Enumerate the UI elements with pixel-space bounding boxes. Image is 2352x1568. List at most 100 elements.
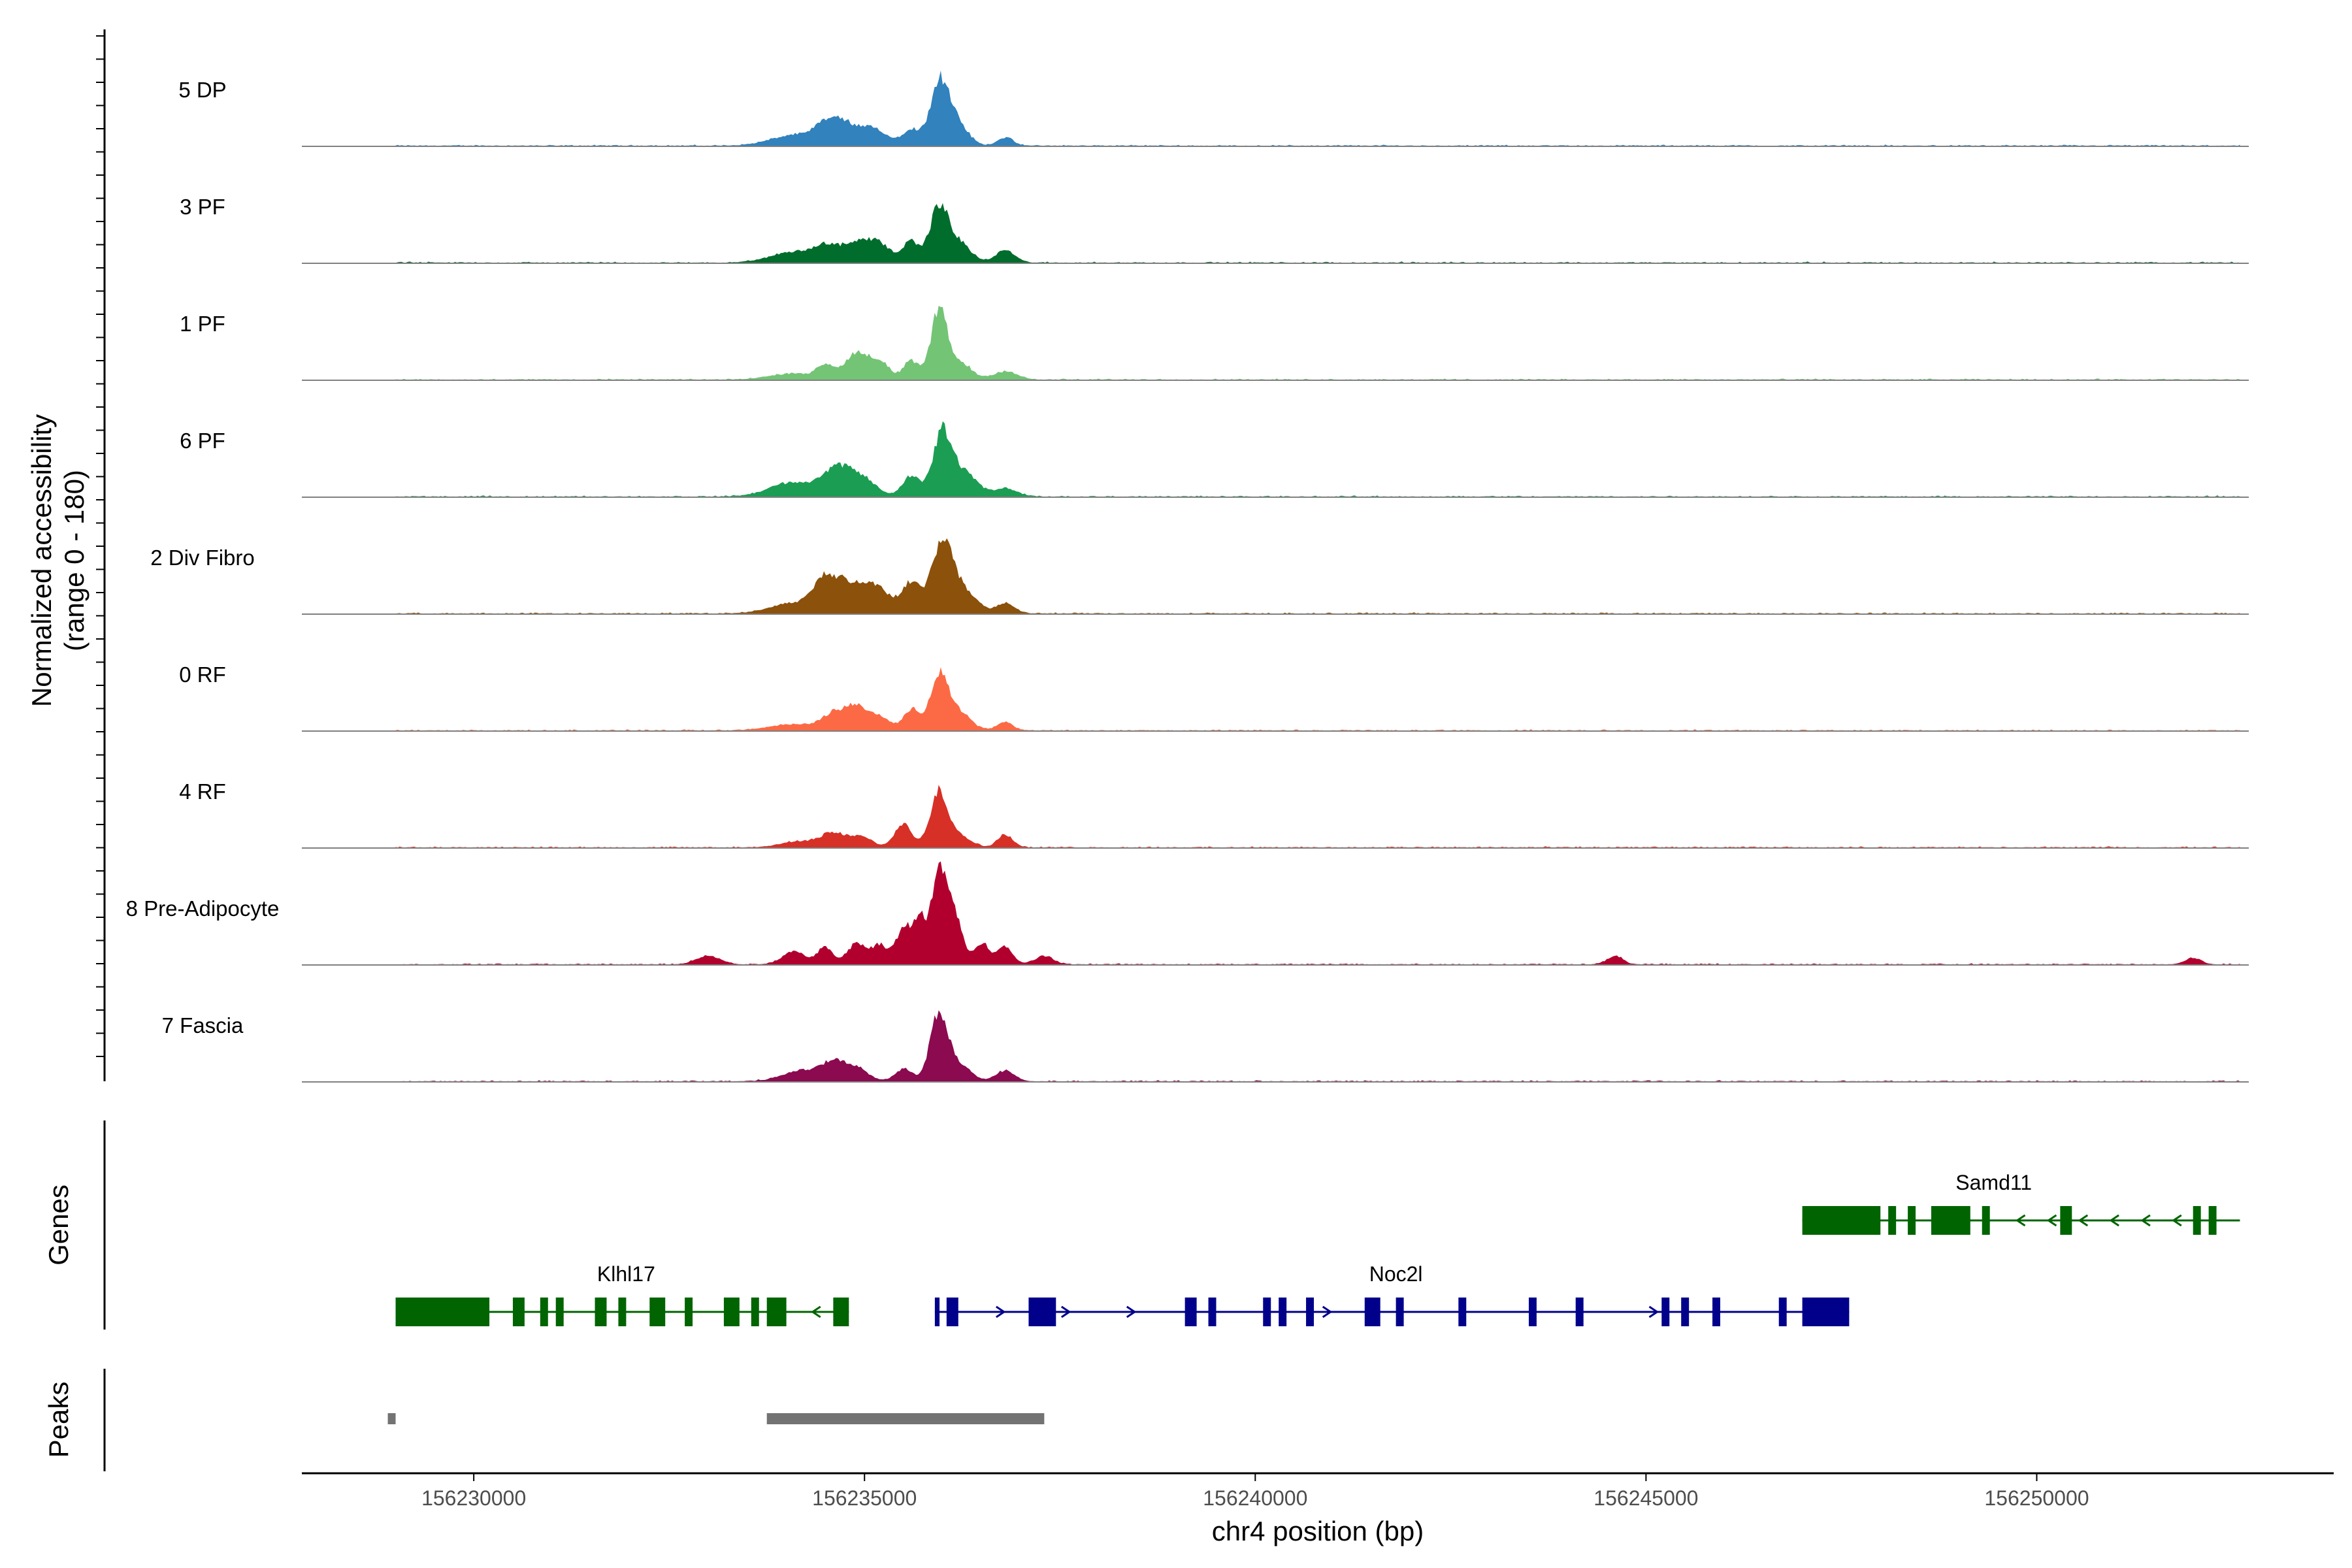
gene-exon bbox=[1184, 1298, 1197, 1326]
gene-exon bbox=[1802, 1298, 1850, 1326]
track-signal bbox=[395, 538, 2240, 614]
gene-exon bbox=[1306, 1298, 1315, 1326]
track-label: 7 Fascia bbox=[162, 1013, 244, 1037]
gene-exon bbox=[1681, 1298, 1690, 1326]
gene-exon bbox=[555, 1298, 564, 1326]
track-label: 5 DP bbox=[178, 78, 226, 102]
gene-exon bbox=[1364, 1298, 1380, 1326]
peak-region bbox=[766, 1413, 1045, 1424]
gene-exon bbox=[1982, 1206, 1990, 1235]
y-axis-range-label: (range 0 - 180) bbox=[59, 470, 90, 651]
x-tick-label: 156240000 bbox=[1203, 1486, 1307, 1510]
gene-exon bbox=[2193, 1206, 2201, 1235]
gene-exon bbox=[1712, 1298, 1721, 1326]
gene-exon bbox=[1931, 1206, 1970, 1235]
gene-samd11: Samd11 bbox=[1802, 1171, 2240, 1235]
track-label: 3 PF bbox=[180, 195, 225, 219]
strand-arrow bbox=[2172, 1214, 2182, 1227]
gene-exon bbox=[1888, 1206, 1897, 1235]
gene-label: Samd11 bbox=[1955, 1171, 2032, 1194]
gene-exon bbox=[685, 1298, 693, 1326]
strand-arrow bbox=[1322, 1305, 1333, 1318]
gene-exon bbox=[1661, 1298, 1670, 1326]
gene-exon bbox=[618, 1298, 627, 1326]
strand-arrow bbox=[2078, 1214, 2089, 1227]
gene-exon bbox=[751, 1298, 759, 1326]
track-signal bbox=[395, 667, 2240, 731]
x-axis: 156230000 156235000 156240000 156245000 1562… bbox=[302, 1472, 2334, 1546]
gene-exon bbox=[2208, 1206, 2217, 1235]
gene-exon bbox=[395, 1298, 490, 1326]
gene-exon bbox=[512, 1298, 525, 1326]
gene-noc2l: Noc2l bbox=[934, 1262, 1850, 1326]
track-2-div-fibro: 2 Div Fibro bbox=[150, 538, 2249, 615]
gene-exon bbox=[946, 1298, 958, 1326]
track-5-dp: 5 DP bbox=[178, 71, 2249, 147]
x-tick-label: 156230000 bbox=[421, 1486, 526, 1510]
y-axis-label: Normalized accessibility bbox=[26, 414, 57, 707]
track-8-pre-adipocyte: 8 Pre-Adipocyte bbox=[126, 861, 2249, 966]
track-1-pf: 1 PF bbox=[180, 306, 2249, 381]
track-7-fascia: 7 Fascia bbox=[162, 1010, 2249, 1083]
track-6-pf: 6 PF bbox=[180, 421, 2249, 498]
track-label: 0 RF bbox=[179, 662, 226, 687]
track-label: 4 RF bbox=[179, 779, 226, 804]
gene-exon bbox=[1802, 1206, 1881, 1235]
x-tick-label: 156245000 bbox=[1593, 1486, 1698, 1510]
strand-arrow bbox=[1648, 1305, 1659, 1318]
gene-klhl17: Klhl17 bbox=[395, 1262, 849, 1326]
peak-region bbox=[387, 1413, 396, 1424]
track-0-rf: 0 RF bbox=[179, 662, 2249, 732]
gene-exon bbox=[723, 1298, 740, 1326]
genes-label: Genes bbox=[43, 1184, 74, 1266]
gene-models: Klhl17 Noc2l Samd11 bbox=[395, 1171, 2240, 1326]
gene-label: Noc2l bbox=[1369, 1262, 1423, 1286]
gene-exon bbox=[1458, 1298, 1467, 1326]
x-tick-label: 156235000 bbox=[812, 1486, 917, 1510]
track-label: 2 Div Fibro bbox=[150, 546, 255, 570]
gene-exon bbox=[1575, 1298, 1584, 1326]
peaks-label: Peaks bbox=[43, 1382, 74, 1458]
track-signal bbox=[395, 71, 2240, 146]
x-axis-label: chr4 position (bp) bbox=[1212, 1516, 1424, 1546]
track-label: 1 PF bbox=[180, 312, 225, 336]
gene-exon bbox=[649, 1298, 666, 1326]
genes-panel: Genes Klhl17 Noc2l Samd11 bbox=[43, 1120, 2240, 1330]
strand-arrow bbox=[1060, 1305, 1071, 1318]
track-signal bbox=[395, 306, 2240, 380]
strand-arrow bbox=[2046, 1214, 2057, 1227]
track-3-pf: 3 PF bbox=[180, 195, 2249, 264]
gene-exon bbox=[1263, 1298, 1271, 1326]
track-label: 8 Pre-Adipocyte bbox=[126, 896, 280, 921]
strand-arrow bbox=[2109, 1214, 2119, 1227]
strand-arrow bbox=[811, 1305, 821, 1318]
x-tick-label: 156250000 bbox=[1984, 1486, 2089, 1510]
track-4-rf: 4 RF bbox=[179, 779, 2249, 849]
gene-exon bbox=[2060, 1206, 2072, 1235]
gene-exon bbox=[595, 1298, 607, 1326]
gene-exon bbox=[1279, 1298, 1287, 1326]
gene-exon bbox=[1208, 1298, 1217, 1326]
y-axis-ticks bbox=[96, 35, 105, 1057]
y-axis: Normalized accessibility (range 0 - 180) bbox=[26, 29, 106, 1081]
strand-arrow bbox=[2015, 1214, 2026, 1227]
gene-exon bbox=[1396, 1298, 1404, 1326]
track-signal bbox=[395, 203, 2240, 263]
strand-arrow bbox=[996, 1305, 1006, 1318]
gene-exon bbox=[833, 1298, 849, 1326]
gene-exon bbox=[1528, 1298, 1537, 1326]
gene-exon bbox=[1028, 1298, 1056, 1326]
gene-exon bbox=[1908, 1206, 1916, 1235]
accessibility-tracks: 5 DP 3 PF 1 PF 6 PF 2 Div Fibro 0 RF 4 RF 8 Pre… bbox=[126, 71, 2249, 1083]
gene-exon bbox=[934, 1298, 940, 1326]
track-label: 6 PF bbox=[180, 429, 225, 453]
track-signal bbox=[395, 421, 2240, 497]
strand-arrow bbox=[1126, 1305, 1137, 1318]
x-axis-ticks: 156230000 156235000 156240000 156245000 1562… bbox=[421, 1473, 2089, 1510]
peaks-panel: Peaks bbox=[43, 1369, 1045, 1471]
gene-exon bbox=[1778, 1298, 1787, 1326]
peak-regions bbox=[387, 1413, 1045, 1424]
strand-arrow bbox=[2140, 1214, 2151, 1227]
gene-label: Klhl17 bbox=[597, 1262, 655, 1286]
